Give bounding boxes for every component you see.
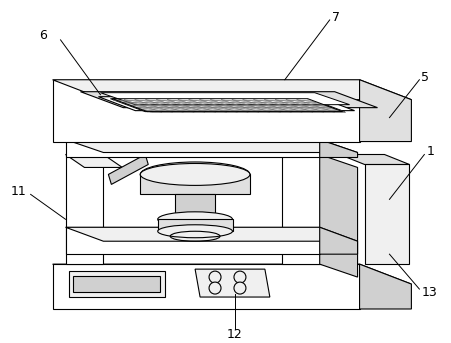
Polygon shape (69, 271, 165, 297)
Polygon shape (195, 269, 270, 297)
Circle shape (209, 271, 221, 283)
Text: 5: 5 (421, 71, 429, 84)
Text: 11: 11 (11, 185, 27, 198)
Text: 12: 12 (227, 328, 243, 341)
Ellipse shape (140, 162, 250, 187)
Circle shape (234, 271, 246, 283)
Polygon shape (65, 140, 358, 153)
Polygon shape (282, 154, 320, 264)
Circle shape (234, 282, 246, 294)
Polygon shape (65, 154, 103, 264)
Polygon shape (53, 264, 359, 309)
Ellipse shape (140, 164, 250, 186)
Polygon shape (340, 154, 410, 164)
Polygon shape (359, 264, 411, 309)
Polygon shape (320, 154, 358, 277)
Polygon shape (320, 227, 358, 254)
Polygon shape (359, 80, 411, 142)
Polygon shape (65, 140, 320, 157)
Polygon shape (53, 80, 411, 100)
Polygon shape (65, 227, 320, 254)
Polygon shape (320, 140, 358, 157)
Polygon shape (53, 264, 411, 284)
Text: 1: 1 (426, 145, 434, 158)
Polygon shape (65, 227, 358, 241)
Polygon shape (158, 219, 233, 231)
Polygon shape (98, 97, 354, 111)
Polygon shape (80, 92, 377, 108)
Polygon shape (101, 93, 350, 105)
Polygon shape (175, 194, 215, 224)
Polygon shape (108, 154, 148, 185)
Polygon shape (53, 80, 359, 142)
Ellipse shape (158, 225, 232, 238)
Ellipse shape (158, 212, 232, 227)
Polygon shape (65, 154, 122, 167)
Polygon shape (364, 164, 410, 264)
Circle shape (209, 282, 221, 294)
Polygon shape (110, 99, 345, 111)
Polygon shape (74, 276, 160, 292)
Text: 13: 13 (421, 286, 437, 298)
Polygon shape (140, 175, 250, 194)
Text: 7: 7 (331, 11, 340, 24)
Text: 6: 6 (39, 29, 46, 43)
